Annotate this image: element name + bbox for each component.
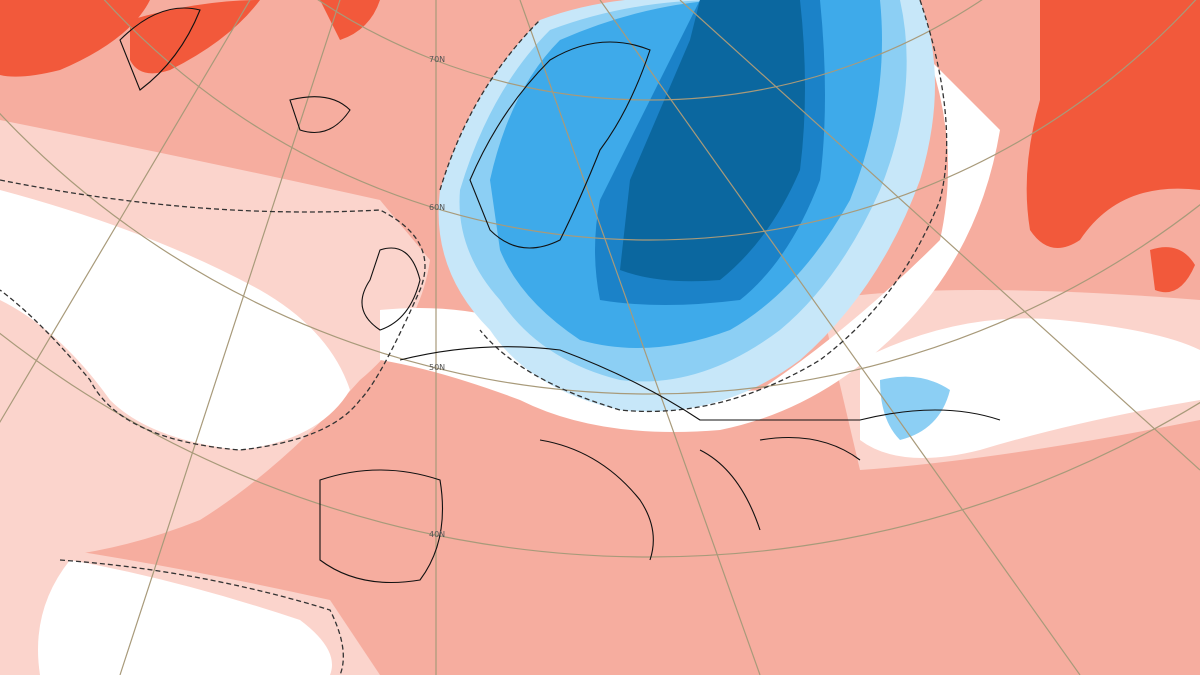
latitude-label: 50N bbox=[429, 363, 445, 372]
coastline bbox=[319, 469, 444, 584]
parallel bbox=[0, 112, 1200, 395]
latitude-label: 60N bbox=[429, 203, 445, 212]
coastline bbox=[119, 7, 351, 134]
neutral-area bbox=[860, 318, 1200, 458]
meridian bbox=[599, 0, 1081, 675]
latitude-label: 70N bbox=[429, 55, 445, 64]
parallel bbox=[0, 332, 1200, 558]
parallel bbox=[317, 0, 983, 101]
contour bbox=[439, 0, 948, 413]
contour bbox=[59, 559, 344, 675]
warm-anomaly-strong bbox=[1150, 247, 1195, 293]
meridian bbox=[679, 0, 1200, 471]
parallel bbox=[103, 0, 1197, 241]
warm-anomaly-strong bbox=[0, 0, 150, 77]
warm-anomaly-strong bbox=[1026, 0, 1200, 248]
coastline bbox=[399, 346, 1001, 561]
cold-anomaly-moderate bbox=[880, 376, 950, 440]
neutral-area bbox=[38, 560, 332, 675]
coastline bbox=[361, 247, 421, 331]
warm-anomaly-strong bbox=[130, 0, 260, 74]
neutral-area bbox=[0, 190, 350, 450]
contour bbox=[0, 179, 426, 451]
meridian bbox=[0, 0, 251, 424]
meridian bbox=[519, 0, 761, 675]
coastline bbox=[469, 41, 651, 249]
latitude-label: 40N bbox=[429, 530, 445, 539]
meridian bbox=[119, 0, 341, 675]
cold-anomaly-extreme bbox=[620, 0, 805, 282]
